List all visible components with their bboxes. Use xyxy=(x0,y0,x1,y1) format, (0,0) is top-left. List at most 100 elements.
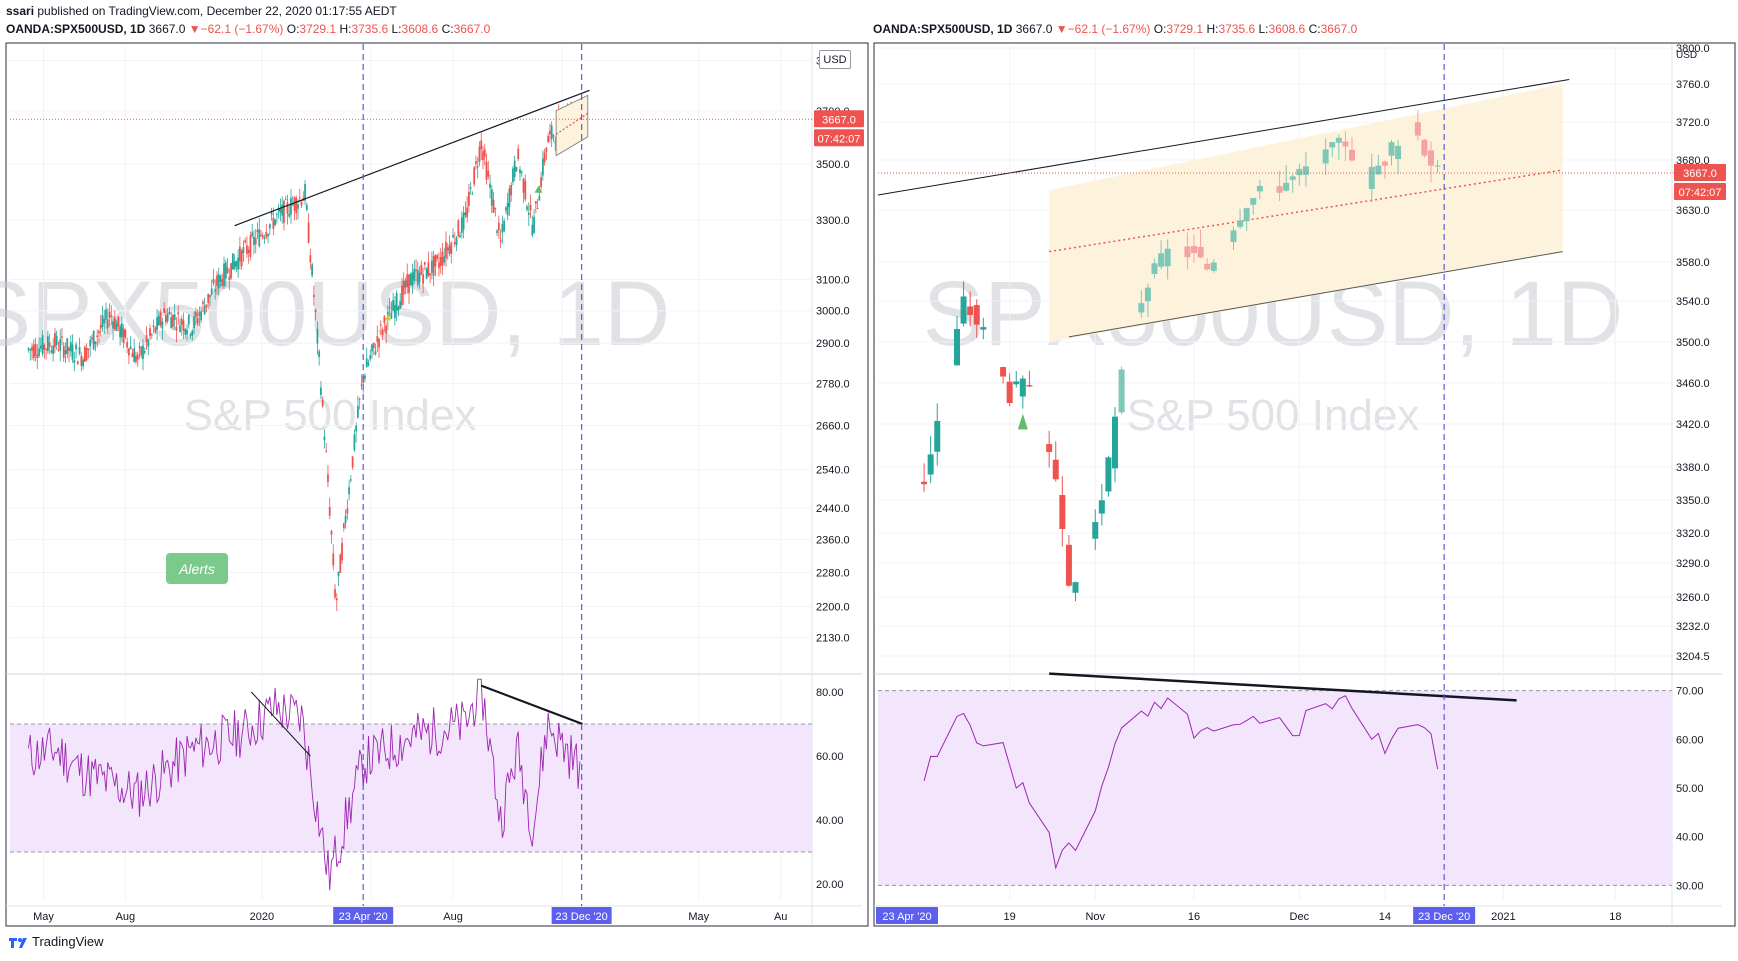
left-candle-body xyxy=(256,230,259,233)
right-price-tick-label: 3580.0 xyxy=(1676,257,1710,269)
right-candle-body xyxy=(1105,457,1112,492)
left-candle-body xyxy=(217,274,220,289)
right-date-marker-badge: 23 Dec '20 xyxy=(1418,911,1470,923)
left-price-tick-label: 2360.0 xyxy=(816,535,850,547)
left-countdown-tag: 07:42:07 xyxy=(818,133,861,145)
left-candle-body xyxy=(230,263,232,279)
left-candle-body xyxy=(374,351,377,355)
left-candle-body xyxy=(92,331,95,350)
right-candle-body xyxy=(1230,230,1237,243)
right-candle-body xyxy=(1342,141,1349,147)
left-candle-body xyxy=(275,214,278,216)
right-candle-body xyxy=(1210,262,1217,271)
left-candle-body xyxy=(177,312,180,315)
footer-brand-text: TradingView xyxy=(32,934,104,949)
right-signal-marker-icon xyxy=(1017,413,1028,430)
right-candle-body xyxy=(1296,168,1303,176)
left-candle-body xyxy=(209,294,211,298)
right-date-marker-badge-bg xyxy=(1413,907,1476,924)
left-candle-body xyxy=(503,220,506,232)
right-time-tick-label: Dec xyxy=(1290,911,1310,923)
left-candle-body xyxy=(135,355,137,362)
left-candle-body xyxy=(330,530,333,535)
left-candle-body xyxy=(54,332,56,348)
left-candle-body xyxy=(401,285,403,305)
left-channel-band xyxy=(555,94,589,157)
right-rsi-tick-label: 30.00 xyxy=(1676,880,1704,892)
left-candle-body xyxy=(59,339,62,351)
left-candle-body xyxy=(270,212,273,215)
left-candle-body xyxy=(64,350,67,355)
right-candle-body xyxy=(980,327,987,330)
left-price-tick-label: 2660.0 xyxy=(816,420,850,432)
right-time-tick-label: 14 xyxy=(1379,911,1391,923)
left-candle-body xyxy=(316,328,319,344)
left-candle-body xyxy=(154,327,157,333)
tradingview-logo-icon xyxy=(9,937,27,948)
left-candle-body xyxy=(126,342,129,348)
right-candle-body xyxy=(1191,246,1197,254)
left-candle-body xyxy=(193,316,195,328)
right-candle-body xyxy=(1197,246,1204,258)
left-candle-body xyxy=(335,598,338,601)
left-candle-body xyxy=(415,269,417,272)
left-candle-body xyxy=(112,321,114,329)
footer-brand[interactable]: TradingView xyxy=(8,934,104,949)
left-signal-marker-icon xyxy=(384,313,391,321)
left-candle-body xyxy=(371,344,373,352)
alerts-button[interactable]: Alerts xyxy=(166,553,228,584)
left-candle-body xyxy=(334,589,336,598)
left-candle-body xyxy=(279,208,282,213)
right-symbol[interactable]: OANDA:SPX500USD, 1D xyxy=(873,22,1013,36)
right-candle-body xyxy=(1092,522,1099,539)
left-candle-body xyxy=(55,335,58,345)
author-name[interactable]: ssari xyxy=(6,4,35,18)
left-candle-body xyxy=(247,249,250,254)
right-candle-body xyxy=(1026,385,1033,387)
left-symbol[interactable]: OANDA:SPX500USD, 1D xyxy=(6,22,146,36)
left-price-tick-label: 2540.0 xyxy=(816,464,850,476)
publish-text: published on TradingView.com, December 2… xyxy=(37,4,397,18)
left-candle-body xyxy=(369,355,372,360)
left-candle-body xyxy=(355,425,358,432)
right-candle-body xyxy=(967,306,974,315)
right-time-tick-label: 18 xyxy=(1609,911,1621,923)
right-close: 3667.0 xyxy=(1320,22,1358,36)
left-candle-body xyxy=(497,222,500,231)
currency-badge[interactable]: USD xyxy=(819,50,851,69)
left-candle-body xyxy=(38,348,40,356)
right-candle-body xyxy=(1065,544,1072,586)
left-candle-body xyxy=(314,309,317,313)
right-candle-body xyxy=(934,420,941,452)
left-candle-body xyxy=(404,280,407,288)
left-candle-body xyxy=(89,339,92,347)
left-candle-body xyxy=(473,167,476,185)
left-candle-body xyxy=(288,213,291,217)
right-candle-body xyxy=(1395,145,1402,159)
down-arrow-icon: ▼ xyxy=(188,22,201,36)
left-candle-body xyxy=(201,301,204,304)
left-candle-body xyxy=(321,399,324,407)
left-time-tick-label: Aug xyxy=(116,911,136,923)
left-candle-body xyxy=(268,224,271,229)
right-channel-midline xyxy=(1049,169,1563,253)
right-candle-body xyxy=(1256,186,1263,192)
left-candle-body xyxy=(527,212,530,215)
left-candle-body xyxy=(36,354,39,358)
right-candle-body xyxy=(1019,378,1026,397)
left-watermark-main: SPX500USD, 1D xyxy=(0,263,670,365)
left-candle-body xyxy=(517,148,520,160)
left-candle-body xyxy=(203,306,206,315)
left-candle-body xyxy=(478,146,481,162)
left-candle-body xyxy=(367,362,370,366)
left-candle-body xyxy=(272,217,275,229)
left-candle-body xyxy=(364,375,366,379)
left-candle-body xyxy=(408,274,410,294)
right-date-marker-badge: 23 Apr '20 xyxy=(882,911,931,923)
left-candle-body xyxy=(471,193,474,195)
left-candle-body xyxy=(416,269,419,285)
left-candle-body xyxy=(163,308,166,313)
right-watermark-sub: S&P 500 Index xyxy=(1127,391,1420,440)
left-candle-body xyxy=(184,329,187,335)
